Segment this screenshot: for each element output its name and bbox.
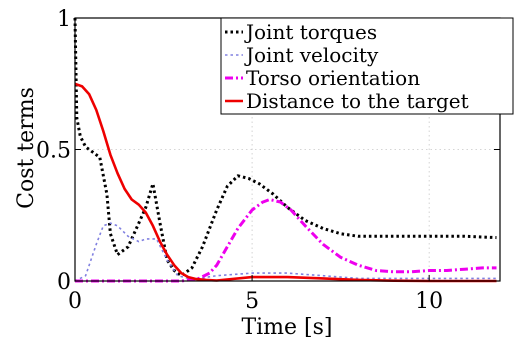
series-line-2 — [75, 198, 497, 283]
legend-label-1: Joint velocity — [244, 43, 379, 67]
x-tick-label-0: 0 — [68, 289, 82, 314]
y-axis-label: Cost terms — [14, 87, 39, 209]
y-tick-label-2: 1 — [57, 7, 71, 32]
legend-label-0: Joint torques — [244, 20, 377, 44]
plot-series — [73, 17, 497, 283]
x-axis-label: Time [s] — [241, 315, 332, 337]
series-line-1 — [74, 222, 497, 282]
legend-label-3: Distance to the target — [246, 89, 469, 113]
series-line-0 — [73, 17, 497, 278]
legend-label-2: Torso orientation — [246, 66, 420, 90]
x-tick-label-1: 5 — [245, 289, 259, 314]
x-tick-label-2: 10 — [415, 289, 443, 314]
axis-ticks: 0 5 10 0 0.5 1 — [36, 7, 500, 314]
y-tick-label-1: 0.5 — [36, 139, 71, 164]
y-tick-label-0: 0 — [57, 270, 71, 295]
series-line-3 — [74, 82, 497, 283]
legend-box — [220, 17, 514, 115]
